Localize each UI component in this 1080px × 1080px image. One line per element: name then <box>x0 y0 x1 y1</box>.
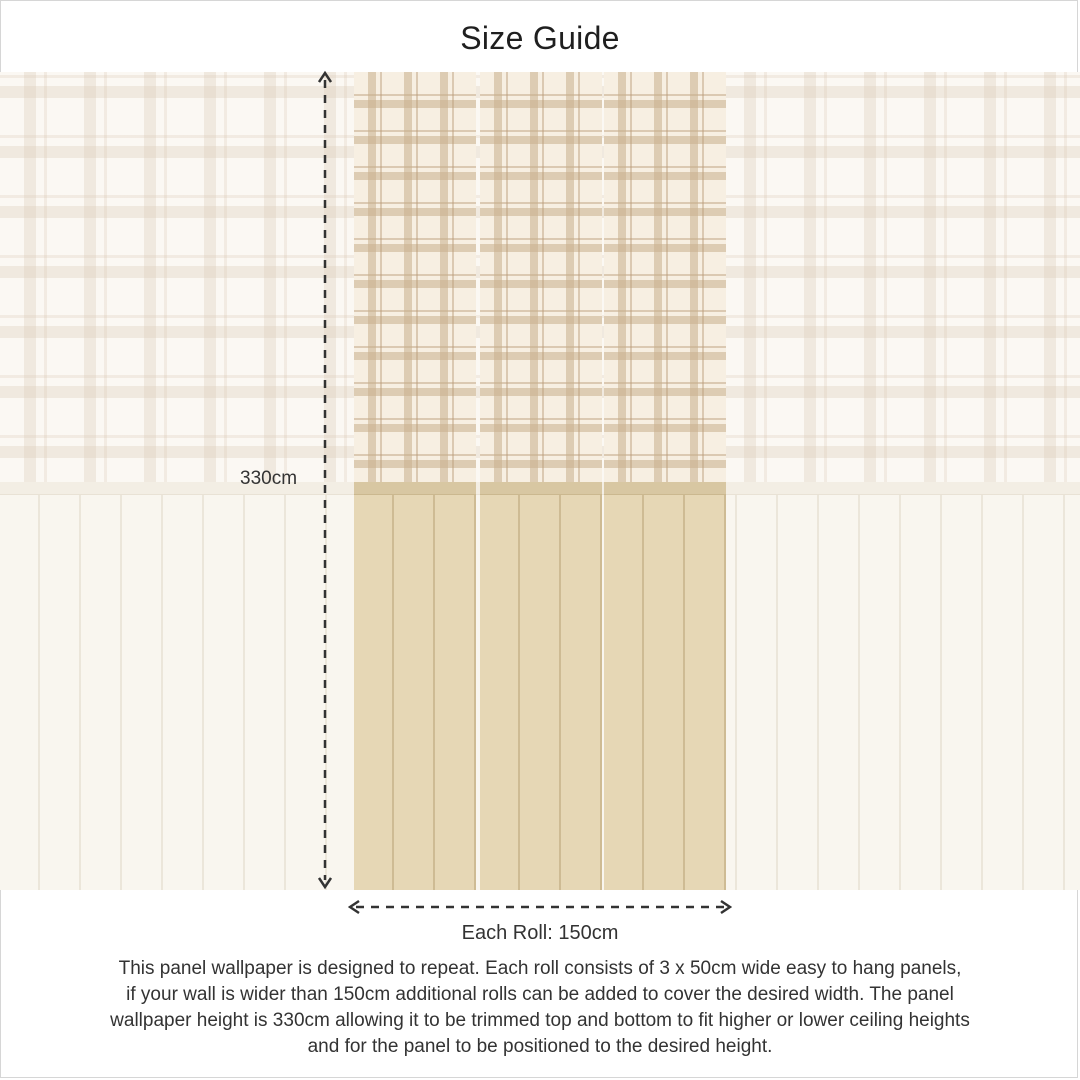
wallpaper-roll <box>354 72 726 890</box>
panel-board-section <box>480 495 602 890</box>
panel-board-section <box>354 495 476 890</box>
panel-plaid-section <box>604 72 726 482</box>
width-label: Each Roll: 150cm <box>461 922 619 944</box>
wallpaper-panel <box>604 72 726 890</box>
panel-dado-rail <box>604 482 726 495</box>
description-line: wallpaper height is 330cm allowing it to… <box>110 1010 970 1031</box>
wallpaper-panel <box>354 72 476 890</box>
panel-dado-rail <box>354 482 476 495</box>
panel-dado-rail <box>480 482 602 495</box>
height-label: 330cm <box>240 468 298 489</box>
panel-board-section <box>604 495 726 890</box>
wallpaper-panel <box>480 72 602 890</box>
page-title: Size Guide <box>460 20 620 56</box>
vertical-dimension-arrow-icon <box>318 70 332 890</box>
panel-plaid-section <box>354 72 476 482</box>
panel-plaid-section <box>480 72 602 482</box>
description-line: This panel wallpaper is designed to repe… <box>118 958 962 979</box>
horizontal-dimension-arrow-icon <box>348 899 732 915</box>
description-line: and for the panel to be positioned to th… <box>307 1036 773 1057</box>
description-text: This panel wallpaper is designed to repe… <box>20 956 1060 1060</box>
description-line: if your wall is wider than 150cm additio… <box>126 984 954 1005</box>
